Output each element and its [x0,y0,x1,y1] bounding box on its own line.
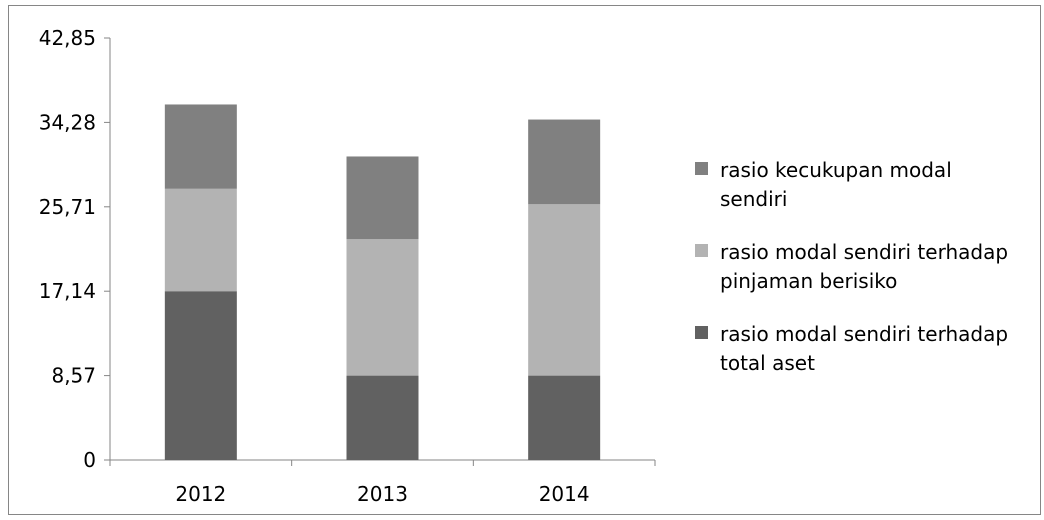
bar-segment [164,188,237,292]
legend-swatch [695,326,708,339]
bar-segment [346,239,419,376]
y-tick-label: 42,85 [39,26,96,50]
bar-segment [346,375,419,460]
legend-swatch [695,244,708,257]
y-tick-label: 8,57 [51,364,96,388]
legend-label: rasio modal sendiri terhadap [720,240,1008,264]
y-tick-label: 17,14 [39,279,96,303]
x-tick-label: 2012 [175,482,226,506]
bar-segment [346,156,419,240]
bar-segment [164,291,237,460]
bar-segment [528,375,601,460]
y-tick-label: 34,28 [39,110,96,134]
legend-label: rasio modal sendiri terhadap [720,322,1008,346]
legend-label: sendiri [720,187,787,211]
legend-label: rasio kecukupan modal [720,158,952,182]
x-tick-label: 2013 [357,482,408,506]
legend-label: pinjaman berisiko [720,269,897,293]
y-tick-label: 25,71 [39,195,96,219]
bar-segment [528,204,601,376]
legend-swatch [695,162,708,175]
y-tick-label: 0 [83,448,96,472]
legend-label: total aset [720,351,815,375]
bar-segment [528,119,601,205]
bar-segment [164,104,237,189]
x-tick-label: 2014 [539,482,590,506]
